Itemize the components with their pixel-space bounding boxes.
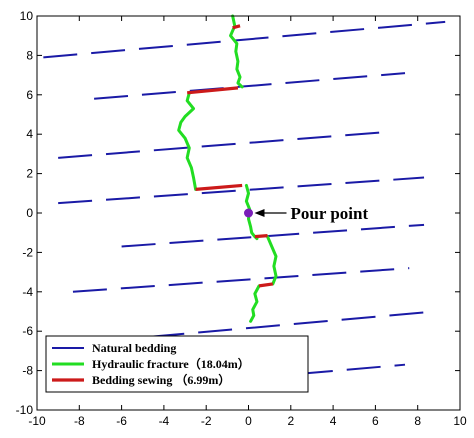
x-tick-label: -6 [116, 414, 127, 428]
fracture-segment-3 [244, 183, 259, 241]
fracture-segment-4 [266, 235, 278, 286]
y-tick-label: -8 [22, 364, 33, 378]
bedding-line-1 [43, 20, 446, 59]
y-tick-label: 2 [26, 167, 33, 181]
y-tick-label: 10 [20, 9, 34, 23]
y-tick-label: -4 [22, 285, 33, 299]
sewing-segment-5 [258, 282, 274, 288]
sewing-segment-2 [187, 86, 239, 95]
x-tick-label: -2 [201, 414, 212, 428]
x-tick-label: 6 [372, 414, 379, 428]
pour-point-arrow-head [254, 209, 265, 217]
legend-label-bedding-sewing: Bedding sewing （6.99m） [92, 372, 230, 387]
y-tick-label: -6 [22, 324, 33, 338]
y-tick-label: -10 [16, 403, 34, 417]
x-tick-label: -4 [159, 414, 170, 428]
x-tick-label: -8 [74, 414, 85, 428]
pour-point-marker [244, 208, 253, 218]
sewing-segment-3 [195, 183, 243, 191]
x-tick-label: -10 [28, 414, 46, 428]
x-tick-label: 8 [414, 414, 421, 428]
pour-point-label: Pour point [291, 204, 369, 223]
legend-label-hydraulic-fracture: Hydraulic fracture（18.04m） [92, 356, 250, 371]
y-tick-label: -2 [22, 245, 33, 259]
annotation-layer: Pour point [254, 204, 369, 223]
fracture-segment-2 [177, 91, 198, 191]
fracture-segment-5 [249, 284, 261, 323]
bedding-line-5 [121, 223, 425, 248]
bedding-line-4 [58, 176, 425, 205]
fracture-segment-1 [229, 14, 244, 89]
axes-layer: -10 -8 -6 -4 -2 0 2 4 6 8 10 -10 -8 -6 -4 -2 0 2 4 6 8 10 [16, 9, 467, 428]
x-tick-label: 10 [453, 414, 467, 428]
y-tick-label: 0 [26, 206, 33, 220]
y-tick-label: 4 [26, 127, 33, 141]
x-tick-label: 2 [287, 414, 294, 428]
bedding-line-3 [58, 131, 384, 159]
x-tick-label: 0 [245, 414, 252, 428]
sewing-segment-4 [254, 234, 268, 239]
legend-label-natural-bedding: Natural bedding [92, 341, 176, 355]
legend-box [45, 335, 309, 393]
y-tick-label: 8 [26, 48, 33, 62]
bedding-line-2 [94, 72, 406, 100]
data-layer [43, 14, 446, 388]
y-tick-label: 6 [26, 88, 33, 102]
bedding-line-6 [72, 267, 410, 293]
sewing-segment-1 [232, 24, 241, 30]
x-tick-label: 4 [330, 414, 337, 428]
